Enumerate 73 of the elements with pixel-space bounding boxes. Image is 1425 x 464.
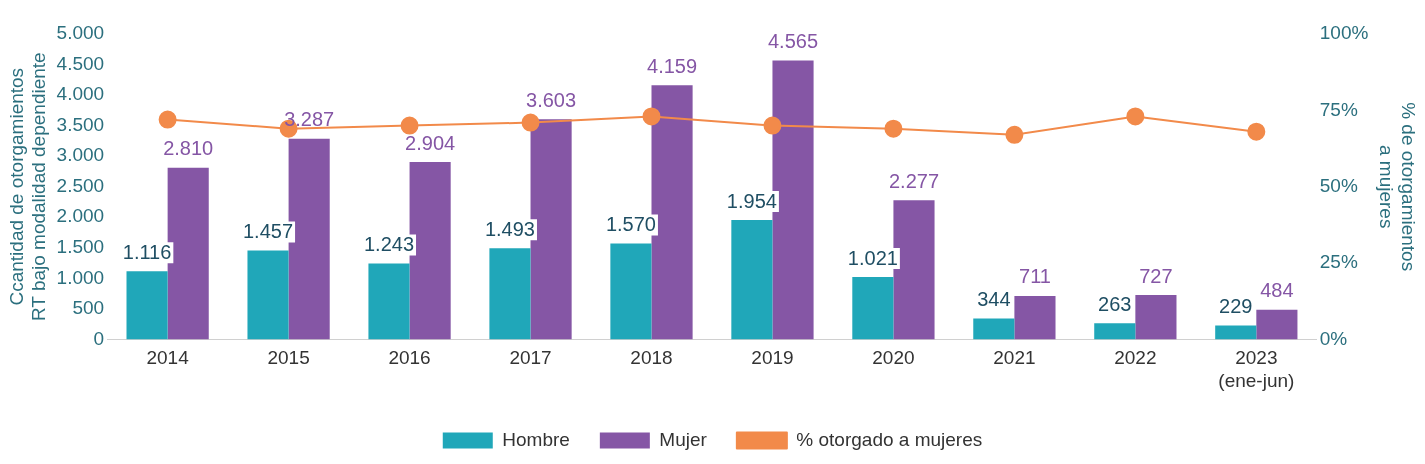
y-tick-label: 5.000 bbox=[56, 22, 105, 44]
y2-axis-title: % de otorgamientos a mujeres bbox=[1375, 102, 1420, 272]
y-tick-label: 500 bbox=[72, 297, 105, 319]
data-label: 1.243 bbox=[363, 232, 415, 255]
data-label: 484 bbox=[1260, 279, 1294, 302]
bar bbox=[368, 263, 410, 340]
bar bbox=[247, 250, 289, 340]
data-label: 2.810 bbox=[163, 137, 214, 160]
bar bbox=[731, 220, 773, 340]
point bbox=[158, 110, 177, 129]
bar bbox=[852, 277, 894, 340]
point bbox=[884, 119, 903, 138]
bar bbox=[1135, 295, 1177, 340]
y-tick-label: 4.000 bbox=[56, 83, 105, 105]
bar bbox=[1094, 323, 1136, 340]
y2-tick-label: 0% bbox=[1319, 327, 1348, 349]
data-label: 1.116 bbox=[122, 240, 172, 263]
data-label: 1.570 bbox=[605, 213, 656, 236]
x-tick-label: 2020 bbox=[872, 347, 915, 369]
y-tick-label: 3.500 bbox=[56, 113, 105, 135]
bar bbox=[1014, 295, 1056, 340]
legend-label: Mujer bbox=[659, 428, 708, 450]
bar bbox=[489, 248, 531, 340]
y-tick-label: 1.500 bbox=[56, 236, 105, 258]
legend-label: Hombre bbox=[502, 428, 570, 450]
data-label: 3.603 bbox=[526, 88, 577, 111]
point bbox=[763, 116, 782, 135]
data-label: 1.493 bbox=[484, 217, 535, 240]
y2-tick-label: 50% bbox=[1319, 174, 1358, 196]
bar bbox=[1215, 325, 1257, 340]
y2-tick-label: 75% bbox=[1319, 98, 1358, 120]
data-label: 1.954 bbox=[726, 189, 777, 212]
data-label: 1.457 bbox=[243, 219, 294, 242]
y-tick-label: 0 bbox=[93, 327, 105, 349]
y-tick-label: 1.000 bbox=[56, 266, 105, 288]
y-tick-label: 2.500 bbox=[56, 174, 105, 196]
legend-label: % otorgado a mujeres bbox=[796, 428, 983, 450]
bar bbox=[126, 271, 168, 340]
x-tick-label: 2018 bbox=[630, 347, 673, 369]
y-tick-label: 4.500 bbox=[56, 52, 105, 74]
data-label: 1.021 bbox=[847, 246, 898, 269]
data-label: 4.565 bbox=[767, 30, 819, 53]
bar bbox=[1256, 309, 1298, 340]
y2-tick-label: 25% bbox=[1319, 251, 1358, 273]
x-tick-label: 2014 bbox=[146, 347, 190, 369]
data-label: 4.159 bbox=[647, 54, 698, 77]
x-tick-label: 2016 bbox=[388, 347, 431, 369]
point bbox=[521, 113, 540, 132]
point bbox=[1126, 107, 1145, 126]
y-tick-label: 2.000 bbox=[56, 205, 105, 227]
x-tick-label: 2017 bbox=[509, 347, 552, 369]
data-label: 2.277 bbox=[888, 169, 940, 192]
y-tick-label: 3.000 bbox=[56, 144, 105, 166]
data-label: 2.904 bbox=[405, 131, 456, 154]
y2-tick-label: 100% bbox=[1319, 22, 1369, 44]
x-tick-label: 2019 bbox=[751, 347, 794, 369]
data-label: 3.287 bbox=[284, 108, 335, 131]
y-axis-title: Ccantidad de otorgamientos RT bajo modalidad dependiente bbox=[5, 52, 50, 322]
data-label: 344 bbox=[977, 287, 1011, 310]
x-tick-label: 2022 bbox=[1114, 347, 1157, 369]
data-label: 263 bbox=[1098, 292, 1132, 315]
x-tick-label: 2015 bbox=[267, 347, 310, 369]
point bbox=[642, 107, 661, 126]
point bbox=[1247, 122, 1266, 141]
x-tick-label: 2023 (ene-jun) bbox=[1218, 347, 1295, 391]
data-label: 229 bbox=[1219, 294, 1253, 317]
bar bbox=[973, 318, 1015, 340]
data-label: 711 bbox=[1019, 265, 1051, 288]
point bbox=[400, 116, 419, 135]
data-label: 727 bbox=[1139, 264, 1173, 287]
point bbox=[1005, 125, 1024, 144]
bar bbox=[610, 243, 652, 340]
x-tick-label: 2021 bbox=[993, 347, 1036, 369]
